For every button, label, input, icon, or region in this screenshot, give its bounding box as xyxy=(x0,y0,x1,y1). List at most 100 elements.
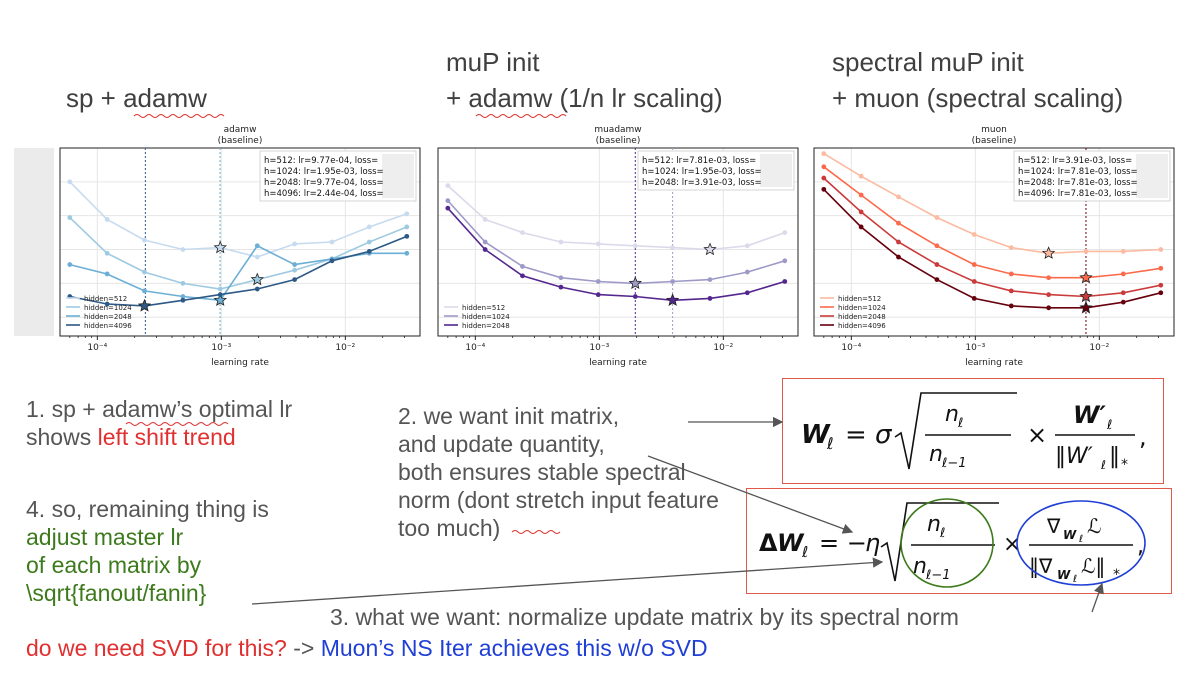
svg-text:∇: ∇ xyxy=(1046,514,1061,538)
chart-subtitle: (baseline) xyxy=(972,136,1017,146)
best-lr-star xyxy=(628,276,642,290)
note-2: 2. we want init matrix, and update quant… xyxy=(398,402,719,542)
best-lr-star xyxy=(213,240,228,254)
x-tick-label: 10⁻² xyxy=(1089,343,1109,353)
note-2-line-1: 2. we want init matrix, xyxy=(398,403,620,429)
best-lr-star xyxy=(1079,300,1093,314)
data-point xyxy=(934,262,940,267)
data-point xyxy=(1008,271,1014,277)
data-point xyxy=(821,151,827,157)
data-point xyxy=(142,288,147,294)
data-point xyxy=(1120,290,1126,296)
arrow-to-update-eq xyxy=(647,455,854,534)
annotation-text: h=4096: lr=7.81e-03, loss= xyxy=(1018,189,1138,199)
legend-label: hidden=4096 xyxy=(838,322,886,330)
svg-text:ℓ: ℓ xyxy=(957,416,963,431)
note-3-arrow: -> xyxy=(286,635,321,661)
svg-text:n: n xyxy=(927,512,941,537)
best-lr-star xyxy=(665,293,680,306)
plot-frame xyxy=(437,147,799,337)
data-point xyxy=(104,250,110,256)
note-3-line-1: 3. what we want: normalize update matrix… xyxy=(330,604,959,630)
init-equation: W ℓ = σ n ℓ n ℓ−1 × W′ ℓ ‖W′ ℓ ‖ * , xyxy=(801,392,1147,473)
data-point xyxy=(782,230,788,235)
heading-spectral-mup-init: spectral muP init xyxy=(832,47,1024,77)
data-point xyxy=(1046,305,1052,311)
data-point xyxy=(142,237,147,243)
annotation-text: h=512: lr=7.81e-03, loss= xyxy=(642,156,756,166)
data-point xyxy=(180,297,186,303)
annotation-text: h=2048: lr=7.81e-03, loss= xyxy=(1018,178,1138,188)
data-point xyxy=(104,301,110,307)
svg-text:ℓ: ℓ xyxy=(801,543,808,561)
svg-text:‖∇: ‖∇ xyxy=(1029,554,1053,578)
x-tick-label: 10⁻⁴ xyxy=(841,343,861,353)
data-point xyxy=(180,280,186,286)
x-tick-label: 10⁻⁴ xyxy=(87,343,107,353)
data-point xyxy=(1158,247,1164,252)
svg-text:W′: W′ xyxy=(1073,401,1106,429)
best-lr-star xyxy=(1079,270,1093,284)
data-point xyxy=(520,273,525,279)
data-point xyxy=(971,232,977,237)
data-point xyxy=(67,262,73,267)
svg-text:‖: ‖ xyxy=(1109,444,1120,469)
best-lr-star xyxy=(213,293,228,306)
data-point xyxy=(1046,292,1052,298)
data-point xyxy=(292,267,298,273)
data-point xyxy=(934,277,940,282)
best-lr-star xyxy=(1079,289,1093,303)
annotation-text: h=2048: lr=9.77e-04, loss= xyxy=(264,178,384,188)
svg-text:W: W xyxy=(777,529,805,557)
x-axis-label: learning rate xyxy=(211,358,269,368)
series-line-hidden=1024 xyxy=(69,217,408,290)
legend-label: hidden=512 xyxy=(462,304,505,312)
data-point xyxy=(1158,265,1164,271)
x-tick-label: 10⁻⁴ xyxy=(465,343,485,353)
data-point xyxy=(971,279,977,284)
legend-label: hidden=1024 xyxy=(838,304,886,312)
legend-label: hidden=1024 xyxy=(84,304,132,312)
data-point xyxy=(670,245,676,251)
data-point xyxy=(254,243,260,249)
x-tick-label: 10⁻² xyxy=(713,343,733,353)
spell-underline-adamw-2 xyxy=(475,114,567,118)
data-point xyxy=(1120,249,1126,254)
data-point xyxy=(595,279,601,284)
note-2-line-5: too much) xyxy=(398,515,501,541)
data-point xyxy=(558,239,564,245)
data-point xyxy=(67,215,73,220)
arrow-to-green-circle xyxy=(251,557,884,605)
data-point xyxy=(366,239,372,245)
data-point xyxy=(520,264,525,269)
data-point xyxy=(1008,245,1014,251)
legend-label: hidden=2048 xyxy=(838,313,886,321)
data-point xyxy=(292,262,298,267)
data-point xyxy=(445,205,451,211)
data-point xyxy=(366,249,372,254)
note-1-trend: left shift trend xyxy=(97,424,236,450)
note-2-line-3: both ensures stable spectral xyxy=(398,459,686,485)
annotation-text: h=1024: lr=7.81e-03, loss= xyxy=(1018,167,1138,177)
note-3-line-2: do we need SVD for this? -> Muon’s NS It… xyxy=(26,634,708,662)
series-line-hidden=1024 xyxy=(823,166,1161,279)
best-lr-star xyxy=(250,272,264,286)
spell-underline-adamw-3 xyxy=(125,422,229,426)
data-point xyxy=(858,192,864,198)
annotation-text: h=4096: lr=2.44e-04, loss= xyxy=(264,189,384,199)
data-point xyxy=(142,269,147,275)
legend-label: hidden=1024 xyxy=(462,313,510,321)
note-2-line-2: and update quantity, xyxy=(398,431,605,457)
legend-label: hidden=2048 xyxy=(84,313,132,321)
note-1-shows: shows xyxy=(26,424,98,450)
svg-text:ℓ: ℓ xyxy=(939,526,945,541)
plot-frame xyxy=(813,147,1175,337)
heading-muon: + muon (spectral scaling) xyxy=(832,83,1124,113)
data-point xyxy=(67,179,73,185)
data-point xyxy=(896,220,901,226)
chart-title: muon xyxy=(981,125,1007,135)
best-lr-star xyxy=(137,298,152,312)
data-point xyxy=(858,224,864,230)
data-point xyxy=(1046,275,1052,281)
data-point xyxy=(744,269,750,275)
